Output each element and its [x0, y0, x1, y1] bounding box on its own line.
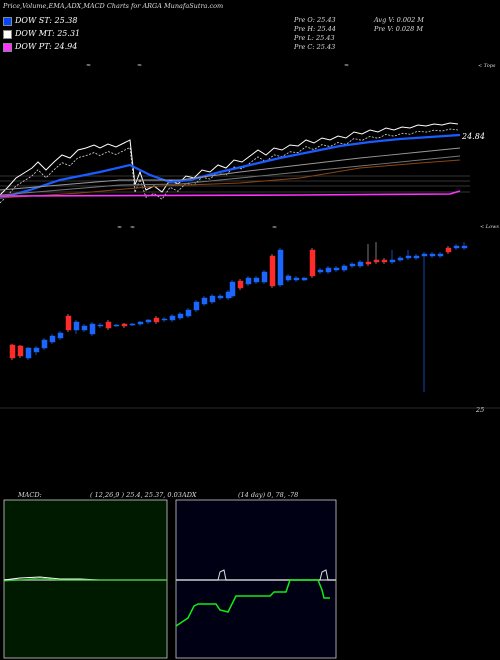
candle-body [365, 261, 372, 265]
ema-mid-swatch [3, 30, 12, 39]
candle-body [389, 259, 396, 263]
pre-high: Pre H: 25.44 [294, 25, 336, 33]
candle-body [33, 347, 40, 353]
pre-volume: Pre V: 0.028 M [374, 25, 424, 33]
candle-body [169, 315, 176, 321]
adx-panel [175, 499, 337, 659]
candle-body [129, 323, 136, 326]
pre-close: Pre C: 25.43 [294, 43, 336, 51]
ema-long-swatch [3, 43, 12, 52]
candle-body [293, 277, 300, 281]
di-plus-line [175, 579, 330, 627]
candle-body [373, 259, 380, 263]
ema-long-line [0, 190, 461, 197]
candle-body [453, 245, 460, 249]
price-line [0, 122, 459, 196]
candle-body [177, 313, 184, 319]
marker-label: ≈ [344, 62, 349, 69]
candle-body [301, 277, 308, 281]
candle-body [461, 245, 468, 249]
adx-line [176, 569, 336, 581]
candle-body [437, 253, 444, 257]
candle-body [277, 249, 284, 286]
candle-body [41, 339, 48, 349]
macd-params: ( 12,26,9 ) 25.4, 25.37, 0.03 [90, 491, 182, 499]
candle-body [121, 323, 128, 327]
marker-label: ≈ [272, 224, 277, 231]
candle-body [209, 295, 216, 303]
ema-short-label: DOW ST: 25.38 [15, 16, 78, 25]
candle-body [65, 315, 72, 331]
ema-band-1 [0, 147, 461, 191]
candle-body [9, 344, 16, 359]
candle-body [421, 253, 428, 257]
candle-body [341, 265, 348, 271]
candle-body [49, 335, 56, 343]
candle-body [97, 324, 104, 327]
marker-label: ≈ [137, 62, 142, 69]
candle-body [25, 347, 32, 359]
adx-params: (14 day) 0, 78, -78 [238, 491, 299, 499]
ema-mid-line [0, 128, 459, 204]
candle-body [237, 280, 244, 289]
candle-body [261, 271, 268, 283]
candle-body [245, 277, 252, 285]
candle-body [17, 345, 24, 357]
candle-body [397, 257, 404, 261]
candle-body [81, 325, 88, 331]
candle-body [217, 295, 224, 299]
candle-body [405, 255, 412, 259]
candle-body [153, 317, 160, 323]
candle-body [325, 267, 332, 273]
candle-body [413, 255, 420, 259]
candle-body [145, 319, 152, 323]
candle-body [113, 324, 120, 327]
candle-body [269, 255, 276, 287]
ema-long-label: DOW PT: 24.94 [15, 42, 78, 51]
candle-body [317, 269, 324, 273]
adx-title: ADX [182, 491, 197, 499]
ema-band-2 [0, 155, 461, 196]
candle-body [161, 318, 168, 321]
candle-body [105, 321, 112, 329]
candle-body [333, 267, 340, 271]
lows-tag: < Lows [480, 224, 499, 230]
marker-label: ≈ [130, 224, 135, 231]
ema-mid-label: DOW MT: 25.31 [15, 29, 81, 38]
ema-price-label: 24.84 [462, 132, 485, 141]
pre-low: Pre L: 25.43 [294, 34, 335, 42]
macd-title: MACD: [18, 491, 42, 499]
tops-tag: < Tops [478, 63, 496, 69]
candle-body [89, 323, 96, 335]
chart-title: Price,Volume,EMA,ADX,MACD Charts for ARG… [3, 2, 224, 10]
candle-body [253, 277, 260, 283]
candle-body [73, 321, 80, 331]
marker-label: ≈ [117, 224, 122, 231]
candle-body [429, 253, 436, 257]
candle-body [445, 247, 452, 253]
candle-body [357, 261, 364, 267]
ema-brown-line [0, 159, 461, 199]
candle-body [229, 281, 236, 297]
candle-body [381, 259, 388, 263]
price-axis-tick: 25 [476, 406, 485, 414]
candle-body [309, 249, 316, 277]
macd-signal-line [3, 577, 167, 582]
candle-body [57, 332, 64, 339]
avg-volume: Avg V: 0.002 M [374, 16, 424, 24]
candle-body [349, 263, 356, 267]
marker-label: ≈ [86, 62, 91, 69]
candle-body [185, 309, 192, 317]
ema-short-line [0, 133, 461, 200]
candle-body [193, 301, 200, 311]
pre-open: Pre O: 25.43 [294, 16, 336, 24]
ema-short-swatch [3, 17, 12, 26]
candle-body [201, 297, 208, 305]
candle-body [285, 275, 292, 281]
candle-body [137, 321, 144, 325]
